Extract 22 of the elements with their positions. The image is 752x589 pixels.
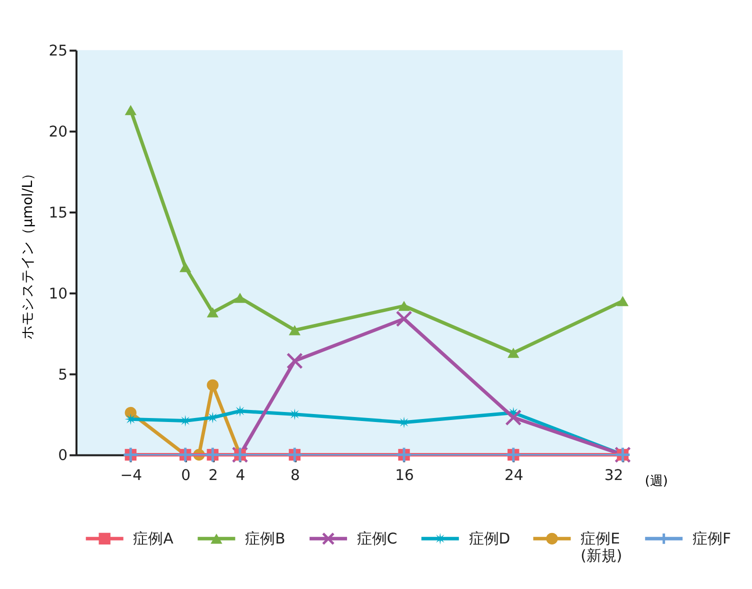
legend-label: 症例B — [245, 530, 286, 548]
x-tick-label: 32 — [604, 466, 624, 484]
y-tick-label: 0 — [58, 447, 68, 464]
x-tick-label: −4 — [120, 466, 142, 484]
x-tick-label: 8 — [290, 466, 300, 484]
x-tick-label: 4 — [236, 466, 246, 484]
y-axis-title: ホモシステイン（μmol/L） — [20, 166, 36, 340]
y-tick-label: 10 — [48, 285, 68, 302]
legend-label: 症例F — [692, 530, 731, 548]
legend-label: 症例C — [356, 530, 398, 548]
y-tick-label: 15 — [48, 204, 68, 222]
x-tick-label: 0 — [181, 466, 191, 484]
x-tick-label: 2 — [208, 466, 218, 484]
legend-label: 症例A — [133, 530, 174, 548]
y-tick-label: 20 — [48, 124, 68, 141]
y-tick-label: 5 — [58, 366, 68, 384]
x-tick-label: 16 — [395, 466, 414, 484]
x-axis-title: (週) — [644, 474, 668, 489]
legend-label: 症例D — [468, 530, 510, 548]
x-tick-label: 24 — [504, 466, 524, 484]
y-tick-label: 25 — [48, 42, 68, 60]
legend-label: 症例E (新規) — [580, 530, 622, 564]
